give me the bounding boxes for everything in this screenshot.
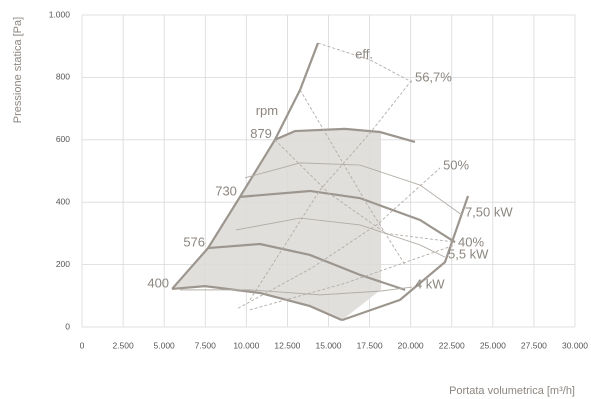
y-tick-label: 0 — [65, 321, 70, 331]
x-tick-label: 25.000 — [480, 340, 506, 350]
power-label: 4 kW — [415, 277, 445, 292]
rpm-annotation: rpm — [256, 103, 278, 118]
efficiency-label: 40% — [458, 234, 484, 249]
rpm-label: 576 — [183, 235, 205, 250]
eff-annotation: eff. — [355, 46, 373, 61]
x-tick-label: 0 — [80, 340, 85, 350]
y-tick-label: 800 — [56, 72, 70, 82]
curve-dashed — [249, 79, 413, 301]
rpm-label: 879 — [250, 126, 272, 141]
curve-thick — [239, 189, 456, 244]
curve-thick — [274, 127, 416, 144]
x-tick-label: 20.000 — [398, 340, 424, 350]
power-label: 5,5 kW — [448, 247, 489, 262]
efficiency-label: 56,7% — [415, 69, 452, 84]
x-tick-label: 27.500 — [521, 340, 547, 350]
x-tick-label: 30.000 — [562, 340, 588, 350]
rpm-label: 400 — [147, 275, 169, 290]
y-tick-label: 600 — [56, 134, 70, 144]
y-tick-label: 200 — [56, 259, 70, 269]
rpm-label: 730 — [215, 183, 237, 198]
curve-thick — [171, 42, 320, 290]
x-tick-label: 10.000 — [233, 340, 259, 350]
curve-thick — [207, 242, 406, 291]
power-label: 7,50 kW — [465, 204, 513, 219]
curve-dashed — [317, 42, 413, 83]
curve-thin — [244, 162, 463, 216]
x-tick-label: 15.000 — [316, 340, 342, 350]
x-tick-label: 2.500 — [112, 340, 134, 350]
operating-region — [172, 128, 382, 321]
efficiency-label: 50% — [443, 157, 469, 172]
curve-thick — [341, 195, 470, 322]
x-tick-label: 17.500 — [357, 340, 383, 350]
x-tick-label: 5.000 — [154, 340, 176, 350]
x-tick-label: 12.500 — [274, 340, 300, 350]
y-tick-label: 1.000 — [49, 9, 71, 19]
x-axis-title: Portata volumetrica [m³/h] — [449, 385, 575, 397]
curve-dashed — [299, 89, 406, 266]
x-tick-label: 22.500 — [439, 340, 465, 350]
curve-dashed — [249, 244, 456, 311]
y-axis-title: Pressione statica [Pa] — [12, 17, 24, 123]
curve-dashed — [237, 167, 441, 309]
curve-thick — [171, 285, 343, 322]
curve-thin — [179, 286, 413, 296]
curve-thin — [235, 217, 446, 258]
x-tick-label: 7.500 — [195, 340, 217, 350]
curve-dashed — [274, 139, 456, 243]
y-tick-label: 400 — [56, 196, 70, 206]
